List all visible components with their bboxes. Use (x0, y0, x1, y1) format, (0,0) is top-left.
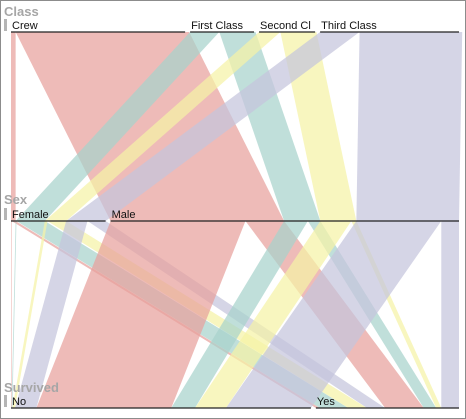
ribbon-first-class-female[interactable] (15, 32, 220, 221)
dimension-handle-survived[interactable] (4, 395, 7, 407)
ribbon-crew-male-no[interactable] (36, 221, 246, 408)
ribbon-crew-female-no[interactable] (11, 221, 12, 408)
ribbon-first-class-male[interactable] (219, 32, 321, 221)
ribbon-third-class-female-no[interactable] (15, 221, 88, 408)
ribbon-crew-female[interactable] (11, 32, 16, 221)
ribbon-first-class-male-no[interactable] (171, 221, 308, 408)
ribbon-second-cl-female-no[interactable] (12, 221, 48, 408)
ribbon-layer (11, 32, 463, 408)
ribbon-first-class-female-no[interactable] (11, 221, 17, 408)
ribbon-third-class-male-no[interactable] (225, 221, 442, 408)
ribbon-third-class-male[interactable] (356, 32, 463, 221)
ribbon-crew-male[interactable] (15, 32, 285, 221)
dimension-title-class[interactable]: Class (4, 4, 39, 19)
dimension-title-survived[interactable]: Survived (4, 380, 59, 395)
dimension-handle-sex[interactable] (4, 208, 7, 220)
ribbon-third-class-male-yes[interactable] (441, 221, 459, 408)
category-label-second-cl[interactable]: Second Cl (260, 20, 311, 32)
dimension-handle-class[interactable] (4, 19, 7, 31)
category-label-first-class[interactable]: First Class (191, 20, 243, 32)
category-label-no[interactable]: No (12, 396, 26, 408)
category-label-female[interactable]: Female (12, 209, 49, 221)
category-label-male[interactable]: Male (112, 209, 136, 221)
dimension-title-sex[interactable]: Sex (4, 192, 28, 207)
ribbon-second-cl-female[interactable] (44, 32, 281, 221)
ribbon-second-cl-male[interactable] (280, 32, 357, 221)
category-label-yes[interactable]: Yes (317, 396, 335, 408)
category-label-crew[interactable]: Crew (12, 20, 38, 32)
axis-layer (4, 19, 459, 409)
ribbon-second-cl-male-no[interactable] (194, 221, 352, 408)
category-label-third-class[interactable]: Third Class (321, 20, 377, 32)
ribbon-third-class-female[interactable] (66, 32, 360, 221)
